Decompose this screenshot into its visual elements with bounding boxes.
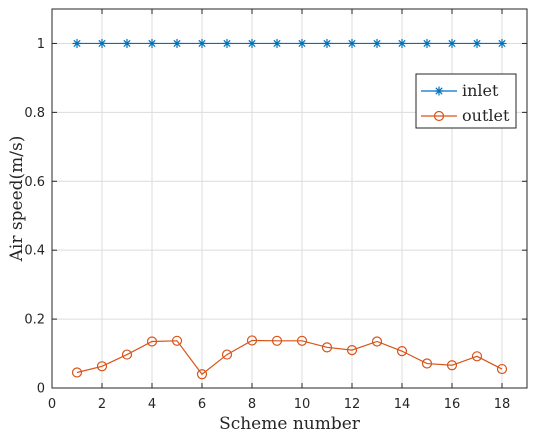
x-tick-label: 14 [394,397,411,412]
y-tick-label: 0.2 [24,313,45,328]
legend-item-inlet: inlet [421,81,499,100]
legend-marker [434,86,444,96]
outlet-point [171,335,183,346]
legend: inlet outlet [415,73,517,129]
outlet-point [221,349,233,360]
x-tick-label: 0 [48,397,56,412]
y-tick-label: 0 [37,382,45,397]
legend-box [415,73,517,129]
inlet-point [122,38,132,48]
x-tick-label: 12 [344,397,361,412]
outlet-point [271,335,283,346]
series-layer [71,38,508,380]
inlet-point [397,38,407,48]
outlet-point [246,335,258,346]
inlet-point [297,38,307,48]
outlet-point [421,358,433,369]
ticks: 0 2 4 6 8 10 12 14 16 18 0 0.2 0.4 0.6 0.8 1 [24,9,527,412]
inlet-point [147,38,157,48]
outlet-point [471,351,483,362]
x-tick-label: 16 [444,397,461,412]
y-axis-label: Air speed(m/s) [7,136,27,263]
y-tick-label: 1 [37,37,45,52]
legend-label: outlet [462,106,510,125]
inlet-point [72,38,82,48]
outlet-point [496,363,508,375]
outlet-point [346,345,358,356]
inlet-point [197,38,207,48]
outlet-point [146,336,158,347]
inlet-point [347,38,357,48]
x-axis-label: Scheme number [219,414,361,434]
x-tick-label: 6 [198,397,206,412]
x-tick-label: 2 [98,397,106,412]
legend-item-outlet: outlet [421,106,510,125]
inlet-point [472,38,482,48]
x-tick-label: 4 [148,397,156,412]
outlet-point [71,367,83,378]
series-outlet [71,335,508,380]
outlet-point [446,360,458,371]
plot-area [52,9,527,388]
inlet-point [422,38,432,48]
outlet-point [296,335,308,346]
inlet-point [222,38,232,48]
inlet-point [372,38,382,48]
inlet-point [447,38,457,48]
legend-label: inlet [462,81,499,100]
legend-marker [433,110,445,122]
inlet-point [247,38,257,48]
inlet-point [272,38,282,48]
y-tick-label: 0.8 [24,106,45,121]
outlet-point [396,346,408,357]
inlet-point [172,38,182,48]
outlet-point [196,369,208,380]
outlet-point [96,361,108,372]
outlet-point [371,336,383,347]
inlet-point [322,38,332,48]
outlet-point [121,349,133,360]
outlet-point [321,342,333,353]
inlet-point [497,38,507,48]
inlet-point [97,38,107,48]
axes-box [51,8,528,389]
series-inlet [72,38,507,48]
x-tick-label: 18 [494,397,511,412]
x-tick-label: 8 [248,397,256,412]
x-tick-label: 10 [294,397,311,412]
y-tick-label: 0.4 [24,244,45,259]
y-tick-label: 0.6 [24,175,45,190]
